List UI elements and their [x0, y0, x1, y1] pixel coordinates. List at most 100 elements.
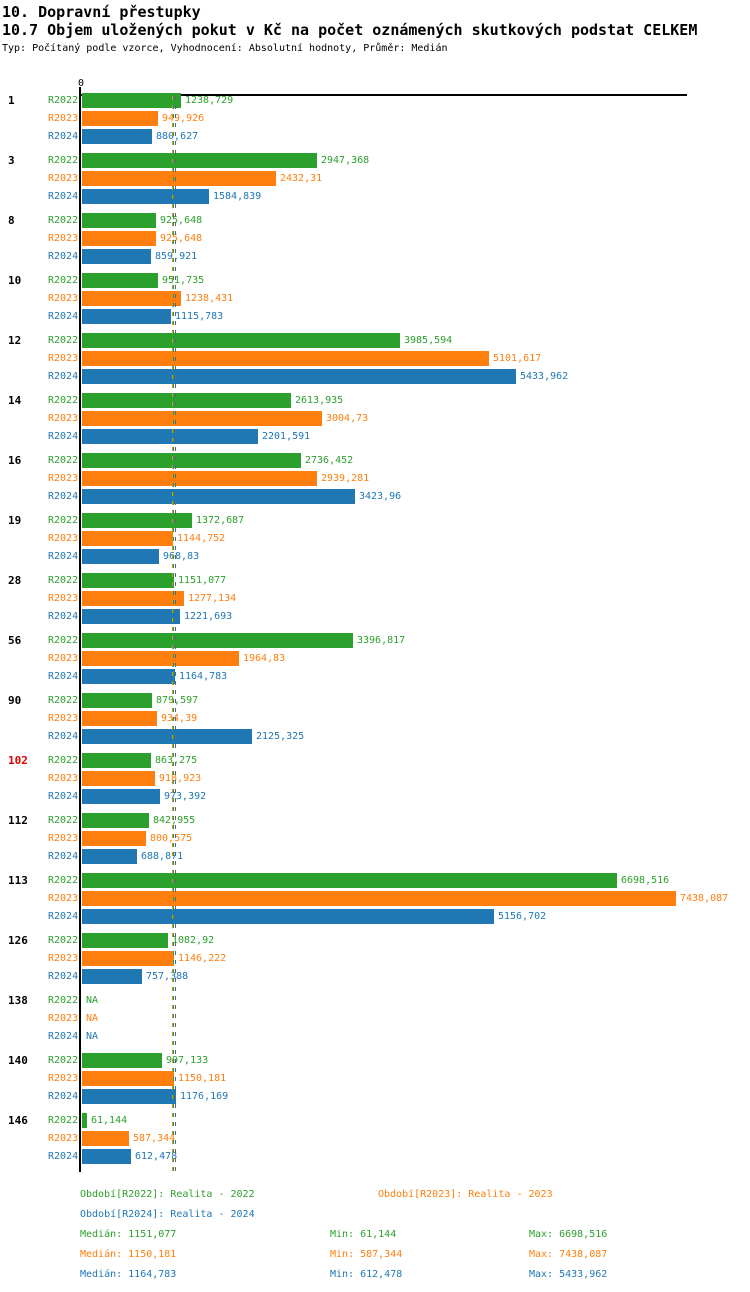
bar-r2022: [82, 273, 158, 288]
y-axis-line: [79, 87, 81, 1172]
axis-zero-label: 0: [78, 78, 85, 89]
value-label-r2024: 612,478: [135, 1151, 178, 1162]
bar-r2024: [82, 909, 494, 924]
bar-r2024: [82, 369, 516, 384]
value-label-r2022: NA: [86, 995, 99, 1006]
bar-r2024: [82, 669, 175, 684]
value-label-r2023: NA: [86, 1013, 99, 1024]
group-label: 56: [8, 634, 22, 647]
series-label-r2023: R2023: [48, 1133, 79, 1144]
series-label-r2023: R2023: [48, 653, 79, 664]
value-label-r2022: 863,275: [155, 755, 198, 766]
series-label-r2022: R2022: [48, 215, 79, 226]
value-label-r2023: 2432,31: [280, 173, 323, 184]
group-label: 8: [8, 214, 15, 227]
value-label-r2024: 968,83: [163, 551, 200, 562]
value-label-r2024: 2125,325: [256, 731, 305, 742]
bar-r2024: [82, 309, 171, 324]
series-label-r2023: R2023: [48, 773, 79, 784]
value-label-r2022: 3985,594: [404, 335, 453, 346]
value-label-r2024: 1176,169: [180, 1091, 229, 1102]
value-label-r2022: 997,133: [166, 1055, 209, 1066]
series-label-r2023: R2023: [48, 593, 79, 604]
value-label-r2023: 1150,181: [178, 1073, 227, 1084]
group-label: 146: [8, 1114, 28, 1127]
bar-r2024: [82, 609, 180, 624]
series-label-r2022: R2022: [48, 155, 79, 166]
bar-r2023: [82, 291, 181, 306]
bar-r2022: [82, 1113, 87, 1128]
series-label-r2022: R2022: [48, 455, 79, 466]
x-axis-line: [79, 94, 687, 96]
bar-r2023: [82, 771, 155, 786]
bar-r2024: [82, 489, 355, 504]
series-label-r2022: R2022: [48, 875, 79, 886]
series-label-r2022: R2022: [48, 275, 79, 286]
bar-r2023: [82, 351, 489, 366]
group-label: 12: [8, 334, 22, 347]
value-label-r2023: 3004,73: [326, 413, 369, 424]
series-label-r2023: R2023: [48, 173, 79, 184]
value-label-r2023: 1146,222: [178, 953, 227, 964]
bar-r2022: [82, 93, 181, 108]
bar-r2023: [82, 411, 322, 426]
bar-r2022: [82, 393, 291, 408]
bar-r2023: [82, 231, 156, 246]
bar-r2023: [82, 891, 676, 906]
stat-min-r2024: Min: 612,478: [330, 1269, 403, 1280]
value-label-r2022: 842,955: [153, 813, 195, 828]
bar-r2022: [82, 153, 317, 168]
bar-r2024: [82, 969, 142, 984]
series-label-r2022: R2022: [48, 695, 79, 706]
value-label-r2023: 2939,281: [321, 473, 370, 484]
bar-r2022: [82, 633, 353, 648]
series-label-r2022: R2022: [48, 335, 79, 346]
value-label-r2024: 688,871: [141, 851, 184, 862]
series-label-r2023: R2023: [48, 473, 79, 484]
value-label-r2022: 1372,687: [196, 515, 245, 526]
stat-median-r2023: Medián: 1150,181: [80, 1249, 177, 1260]
value-label-r2022: 1151,077: [178, 575, 227, 586]
bar-r2024: [82, 549, 159, 564]
series-label-r2023: R2023: [48, 893, 79, 904]
value-label-r2022: 6698,516: [621, 875, 670, 886]
bar-r2024: [82, 129, 152, 144]
series-label-r2024: R2024: [48, 611, 79, 622]
stat-max-r2022: Max: 6698,516: [529, 1229, 608, 1240]
value-label-r2023: 7438,087: [680, 893, 729, 904]
group-label: 28: [8, 574, 22, 587]
legend-r2024: Období[R2024]: Realita - 2024: [80, 1209, 255, 1220]
series-label-r2024: R2024: [48, 971, 79, 982]
series-label-r2023: R2023: [48, 233, 79, 244]
group-label: 113: [8, 874, 28, 887]
group-label: 138: [8, 994, 28, 1007]
stat-min-r2022: Min: 61,144: [330, 1229, 397, 1240]
value-label-r2024: 880,627: [156, 131, 199, 142]
value-label-r2022: 1082,92: [172, 935, 215, 946]
value-label-r2023: 925,648: [160, 233, 203, 244]
value-label-r2022: 951,735: [162, 275, 205, 286]
median-line-r2022: [173, 96, 174, 1176]
bar-r2023: [82, 471, 317, 486]
value-label-r2023: 587,344: [133, 1133, 176, 1144]
value-label-r2024: 5156,702: [498, 911, 547, 922]
bar-r2023: [82, 531, 173, 546]
value-label-r2022: 61,144: [91, 1115, 128, 1126]
value-label-r2024: 859,921: [155, 251, 198, 262]
series-label-r2023: R2023: [48, 1073, 79, 1084]
stat-min-r2023: Min: 587,344: [330, 1249, 403, 1260]
series-label-r2023: R2023: [48, 113, 79, 124]
group-label: 126: [8, 934, 28, 947]
bar-r2023: [82, 1071, 174, 1086]
value-label-r2023: 1964,83: [243, 653, 286, 664]
chart-title: 10.7 Objem uložených pokut v Kč na počet…: [2, 21, 698, 39]
series-label-r2024: R2024: [48, 191, 79, 202]
value-label-r2023: 5101,617: [493, 353, 542, 364]
series-label-r2024: R2024: [48, 731, 79, 742]
stat-max-r2024: Max: 5433,962: [529, 1269, 608, 1280]
series-label-r2024: R2024: [48, 1091, 79, 1102]
value-label-r2022: 925,648: [160, 215, 203, 226]
bar-r2022: [82, 873, 617, 888]
page-title: 10. Dopravní přestupky: [2, 3, 201, 21]
